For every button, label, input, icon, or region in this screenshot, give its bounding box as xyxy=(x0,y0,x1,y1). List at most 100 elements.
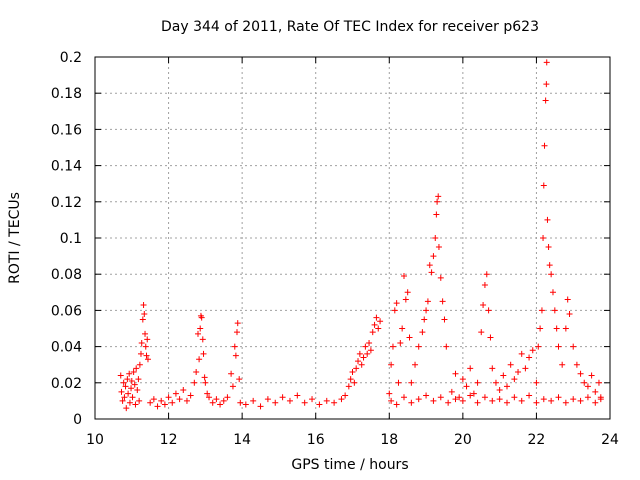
chart-title: Day 344 of 2011, Rate Of TEC Index for r… xyxy=(161,19,539,35)
data-point xyxy=(540,396,547,403)
data-point xyxy=(158,397,165,404)
data-point xyxy=(147,399,154,406)
data-point xyxy=(206,394,213,401)
data-point xyxy=(138,339,145,346)
data-point xyxy=(220,397,227,404)
data-point xyxy=(573,361,580,368)
data-point xyxy=(435,244,442,251)
data-point xyxy=(548,271,555,278)
data-point xyxy=(213,396,220,403)
data-point xyxy=(355,358,362,365)
data-point xyxy=(478,329,485,336)
data-point xyxy=(474,379,481,386)
data-point xyxy=(393,300,400,307)
data-point xyxy=(597,396,604,403)
data-point xyxy=(543,81,550,88)
data-point xyxy=(463,383,470,390)
data-point xyxy=(546,262,553,269)
data-point xyxy=(401,273,407,280)
data-point xyxy=(459,397,466,404)
data-point xyxy=(388,397,395,404)
data-point xyxy=(353,365,360,372)
data-point xyxy=(272,399,279,406)
data-points xyxy=(117,59,604,412)
data-point xyxy=(128,385,135,392)
data-point xyxy=(234,320,241,327)
data-point xyxy=(562,325,569,332)
data-point xyxy=(250,397,257,404)
data-point xyxy=(443,343,450,350)
data-point xyxy=(496,387,503,394)
data-point xyxy=(496,396,503,403)
data-point xyxy=(533,399,540,406)
data-point xyxy=(559,361,566,368)
data-point xyxy=(541,142,548,149)
data-point xyxy=(342,392,349,399)
data-point xyxy=(125,390,132,397)
data-point xyxy=(139,316,146,323)
data-point xyxy=(367,347,374,354)
data-point xyxy=(197,325,204,332)
data-point xyxy=(126,370,133,377)
data-point xyxy=(209,399,216,406)
data-point xyxy=(228,370,235,377)
data-point xyxy=(395,379,402,386)
data-point xyxy=(437,274,444,281)
data-point xyxy=(120,379,127,386)
x-tick-label: 16 xyxy=(307,432,325,448)
data-point xyxy=(391,307,398,314)
data-point xyxy=(117,372,124,379)
data-point xyxy=(548,397,555,404)
data-point xyxy=(511,394,518,401)
data-point xyxy=(144,356,151,363)
data-point xyxy=(362,343,369,350)
data-point xyxy=(522,365,529,372)
data-point xyxy=(480,301,487,308)
data-point xyxy=(553,325,560,332)
data-point xyxy=(470,390,477,397)
data-point xyxy=(445,399,452,406)
plot-frame xyxy=(94,56,611,420)
data-point xyxy=(487,334,494,341)
data-point xyxy=(232,352,239,359)
data-point xyxy=(119,397,126,404)
data-point xyxy=(224,394,231,401)
data-point xyxy=(595,379,602,386)
data-point xyxy=(542,97,549,104)
data-point xyxy=(229,383,236,390)
data-point xyxy=(294,392,301,399)
data-point xyxy=(142,330,149,337)
data-point xyxy=(204,390,211,397)
y-tick-label: 0.1 xyxy=(60,231,82,247)
data-point xyxy=(129,394,136,401)
y-tick-label: 0.04 xyxy=(51,340,82,356)
data-point xyxy=(412,361,419,368)
data-point xyxy=(316,401,323,408)
data-point xyxy=(196,356,203,363)
data-point xyxy=(364,350,371,357)
data-point xyxy=(421,316,428,323)
axis-ticks: 10 12 14 16 18 20 22 24 0 0.02 0.04 0.06 0.08 0.1 0.12… xyxy=(51,50,619,448)
data-point xyxy=(439,298,446,305)
data-point xyxy=(404,289,411,296)
data-point xyxy=(584,383,591,390)
y-tick-label: 0.14 xyxy=(51,159,82,175)
data-point xyxy=(351,379,358,386)
data-point xyxy=(124,376,131,383)
data-point xyxy=(349,368,356,375)
data-point xyxy=(279,394,286,401)
data-point xyxy=(459,376,466,383)
data-point xyxy=(347,376,354,383)
data-point xyxy=(485,307,492,314)
data-point xyxy=(199,336,206,343)
data-point xyxy=(236,376,243,383)
data-point xyxy=(180,387,187,394)
data-point xyxy=(426,262,433,269)
data-point xyxy=(191,379,198,386)
data-point xyxy=(492,379,499,386)
data-point xyxy=(428,269,435,276)
data-point xyxy=(592,388,599,395)
data-point xyxy=(545,244,552,251)
data-point xyxy=(141,311,148,318)
data-point xyxy=(123,405,130,412)
